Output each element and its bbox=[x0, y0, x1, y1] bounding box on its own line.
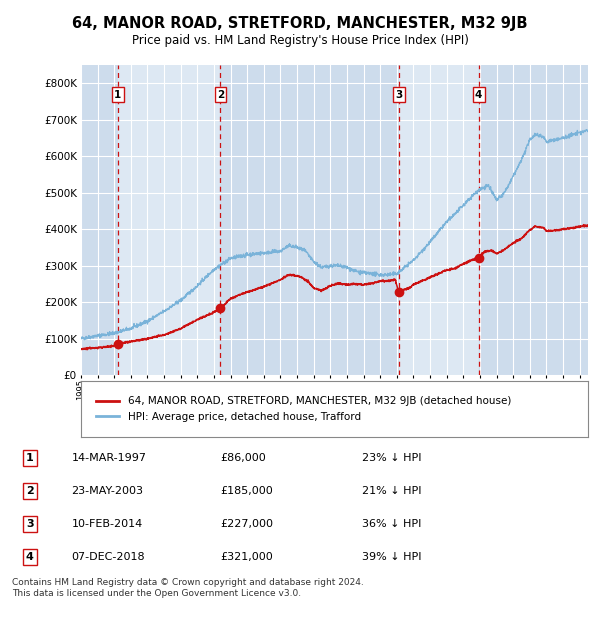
Bar bbox=[81, 65, 118, 375]
Text: 14-MAR-1997: 14-MAR-1997 bbox=[71, 453, 146, 463]
Text: 39% ↓ HPI: 39% ↓ HPI bbox=[362, 552, 422, 562]
Text: 3: 3 bbox=[395, 89, 402, 100]
Text: £227,000: £227,000 bbox=[220, 519, 273, 529]
Text: 2: 2 bbox=[26, 486, 34, 496]
Bar bbox=[479, 65, 588, 375]
Text: Price paid vs. HM Land Registry's House Price Index (HPI): Price paid vs. HM Land Registry's House … bbox=[131, 34, 469, 46]
Text: 36% ↓ HPI: 36% ↓ HPI bbox=[362, 519, 422, 529]
Text: 10-FEB-2014: 10-FEB-2014 bbox=[71, 519, 143, 529]
Text: 1: 1 bbox=[26, 453, 34, 463]
Text: 2: 2 bbox=[217, 89, 224, 100]
Text: 07-DEC-2018: 07-DEC-2018 bbox=[71, 552, 145, 562]
Text: 1: 1 bbox=[114, 89, 121, 100]
Text: 23% ↓ HPI: 23% ↓ HPI bbox=[362, 453, 422, 463]
Text: 4: 4 bbox=[26, 552, 34, 562]
Text: 4: 4 bbox=[475, 89, 482, 100]
Text: Contains HM Land Registry data © Crown copyright and database right 2024.
This d: Contains HM Land Registry data © Crown c… bbox=[12, 578, 364, 598]
Legend: 64, MANOR ROAD, STRETFORD, MANCHESTER, M32 9JB (detached house), HPI: Average pr: 64, MANOR ROAD, STRETFORD, MANCHESTER, M… bbox=[91, 391, 517, 427]
Text: £185,000: £185,000 bbox=[220, 486, 272, 496]
Bar bbox=[220, 65, 398, 375]
Bar bbox=[118, 65, 220, 375]
Text: 21% ↓ HPI: 21% ↓ HPI bbox=[362, 486, 422, 496]
Text: 64, MANOR ROAD, STRETFORD, MANCHESTER, M32 9JB: 64, MANOR ROAD, STRETFORD, MANCHESTER, M… bbox=[72, 16, 528, 31]
Bar bbox=[398, 65, 479, 375]
Text: £86,000: £86,000 bbox=[220, 453, 266, 463]
Text: 23-MAY-2003: 23-MAY-2003 bbox=[71, 486, 143, 496]
Text: 3: 3 bbox=[26, 519, 34, 529]
Text: £321,000: £321,000 bbox=[220, 552, 272, 562]
